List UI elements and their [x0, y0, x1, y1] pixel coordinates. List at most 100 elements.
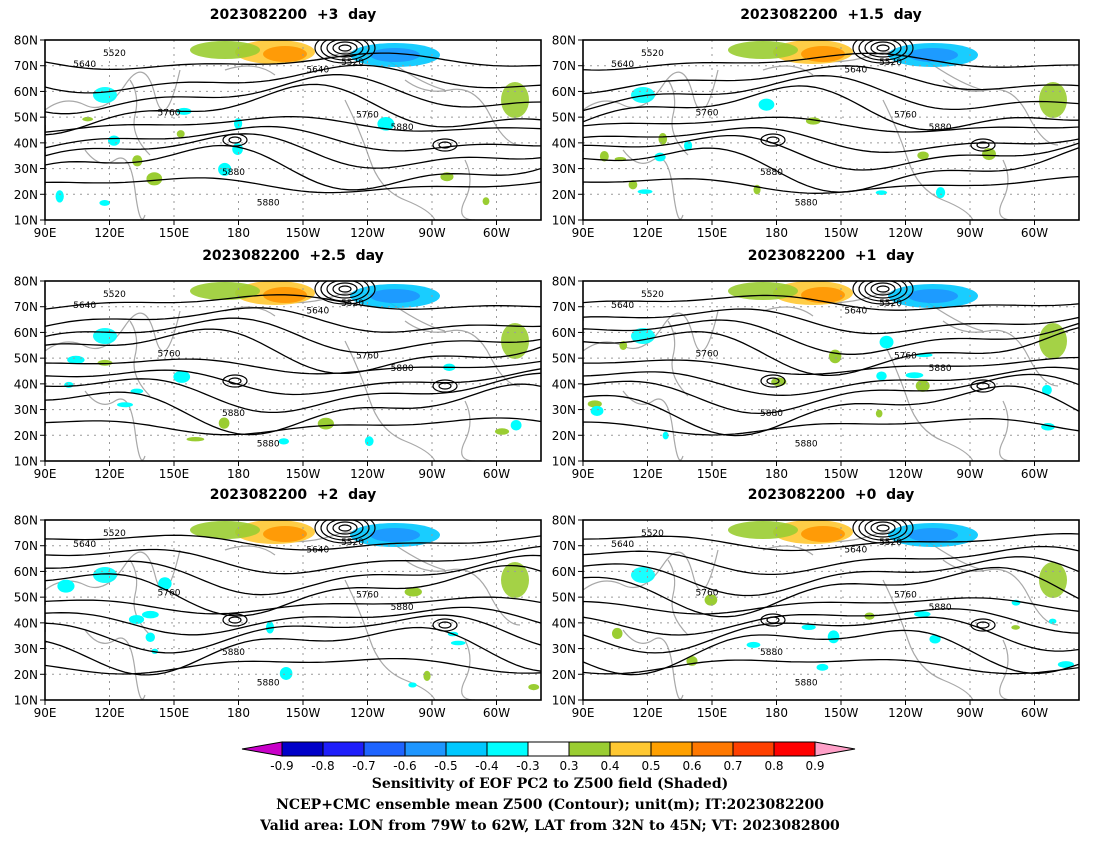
lat-tick-label: 20N	[14, 429, 38, 443]
contour-label: 5880	[929, 603, 952, 613]
lon-tick-label: 90E	[34, 226, 57, 240]
lat-tick-label: 10N	[552, 694, 576, 708]
contour-label: 5640	[73, 60, 96, 70]
panel-title: 2023082200 +1 day	[747, 248, 915, 264]
lat-tick-label: 50N	[14, 352, 38, 366]
lat-tick-label: 70N	[552, 539, 576, 553]
lat-tick-label: 40N	[552, 377, 576, 391]
lon-tick-label: 60W	[483, 467, 510, 481]
lon-tick-label: 150E	[159, 706, 190, 720]
contour-label: 5880	[257, 679, 280, 689]
colorbar-swatch	[404, 741, 447, 757]
colorbar-tick-label: -0.5	[434, 759, 457, 773]
lat-tick-label: 70N	[552, 59, 576, 73]
contour-label: 5520	[341, 58, 364, 68]
colorbar-swatch	[486, 741, 529, 757]
colorbar-swatch	[281, 741, 324, 757]
colorbar-tick-label: 0.7	[723, 759, 742, 773]
lat-tick-label: 20N	[14, 188, 38, 202]
lat-tick-label: 20N	[552, 668, 576, 682]
contour-label: 5880	[257, 440, 280, 450]
colorbar-tick-label: 0.5	[641, 759, 660, 773]
contour-label: 5760	[158, 350, 181, 360]
lon-tick-label: 180	[227, 226, 250, 240]
contour-label: 5520	[103, 529, 126, 539]
lat-tick-label: 50N	[552, 352, 576, 366]
lat-tick-label: 20N	[14, 668, 38, 682]
caption-line-3: Valid area: LON from 79W to 62W, LAT fro…	[260, 818, 840, 834]
lon-tick-label: 90W	[956, 467, 983, 481]
lon-tick-label: 90E	[572, 226, 595, 240]
lon-tick-label: 120W	[350, 226, 385, 240]
contour-label: 5760	[696, 109, 719, 119]
caption-line-2: NCEP+CMC ensemble mean Z500 (Contour); u…	[276, 797, 824, 813]
colorbar-tick-label: -0.6	[393, 759, 416, 773]
lat-tick-label: 10N	[552, 214, 576, 228]
lon-tick-label: 150E	[159, 467, 190, 481]
lon-tick-label: 180	[765, 467, 788, 481]
lon-tick-label: 150W	[824, 706, 859, 720]
contour-label: 5760	[894, 110, 917, 120]
lat-tick-label: 50N	[552, 591, 576, 605]
lat-tick-label: 50N	[14, 591, 38, 605]
colorbar-swatch	[609, 741, 652, 757]
lat-tick-label: 40N	[552, 136, 576, 150]
lon-tick-label: 120E	[94, 706, 125, 720]
contour-label: 5760	[696, 350, 719, 360]
lat-tick-label: 60N	[14, 326, 38, 340]
contour-label: 5520	[103, 49, 126, 59]
lon-tick-label: 150E	[159, 226, 190, 240]
contour-label: 5760	[894, 351, 917, 361]
lat-tick-label: 70N	[552, 300, 576, 314]
contour-label: 5880	[795, 679, 818, 689]
lat-tick-label: 40N	[14, 136, 38, 150]
lat-tick-label: 80N	[552, 34, 576, 48]
colorbar-tick-label: 0.3	[559, 759, 578, 773]
map-panels: 5520 5640 5760 5880 5520 5640 5760 5880 5880 80N 7…	[14, 34, 1080, 720]
lon-tick-label: 90E	[34, 706, 57, 720]
lon-tick-label: 150W	[286, 226, 321, 240]
lat-tick-label: 30N	[552, 642, 576, 656]
contour-label: 5760	[356, 351, 379, 361]
contour-label: 5880	[222, 409, 245, 419]
contour-label: 5640	[306, 545, 329, 555]
colorbar-tick-label: -0.7	[352, 759, 375, 773]
lon-tick-label: 90W	[956, 226, 983, 240]
lon-tick-label: 120E	[94, 467, 125, 481]
contour-label: 5520	[103, 290, 126, 300]
lon-tick-label: 90W	[418, 226, 445, 240]
contour-label: 5760	[356, 590, 379, 600]
lon-tick-label: 180	[227, 706, 250, 720]
contour-label: 5520	[641, 290, 664, 300]
contour-label: 5640	[844, 545, 867, 555]
contour-label: 5880	[760, 648, 783, 658]
colorbar-tick-label: -0.8	[311, 759, 334, 773]
colorbar-swatch	[527, 741, 570, 757]
panel-title: 2023082200 +2 day	[209, 487, 377, 503]
colorbar-swatch	[568, 741, 611, 757]
contour-label: 5760	[158, 589, 181, 599]
contour-label: 5520	[879, 538, 902, 548]
contour-label: 5760	[356, 110, 379, 120]
lat-tick-label: 80N	[14, 34, 38, 48]
panel-title: 2023082200 +3 day	[209, 7, 377, 23]
contour-label: 5520	[879, 299, 902, 309]
contour-label: 5520	[341, 538, 364, 548]
map-panel: 5520 5640 5760 5880 5520 5640 5760 5880 5880 80N 7…	[552, 34, 1080, 240]
lat-tick-label: 10N	[14, 214, 38, 228]
colorbar-tick-label: 0.9	[805, 759, 824, 773]
lat-tick-label: 10N	[552, 455, 576, 469]
lon-tick-label: 120E	[632, 706, 663, 720]
colorbar-swatch	[650, 741, 693, 757]
lat-tick-label: 30N	[14, 642, 38, 656]
lat-tick-label: 20N	[552, 188, 576, 202]
lon-tick-label: 120W	[888, 467, 923, 481]
lon-tick-label: 90W	[418, 467, 445, 481]
map-panel: 5520 5640 5760 5880 5520 5640 5760 5880 5880 80N 7…	[14, 275, 542, 481]
lon-tick-label: 180	[765, 706, 788, 720]
lon-tick-label: 120E	[632, 467, 663, 481]
lat-tick-label: 30N	[14, 162, 38, 176]
lon-tick-label: 90W	[418, 706, 445, 720]
contour-label: 5640	[844, 306, 867, 316]
colorbar-swatch	[322, 741, 365, 757]
